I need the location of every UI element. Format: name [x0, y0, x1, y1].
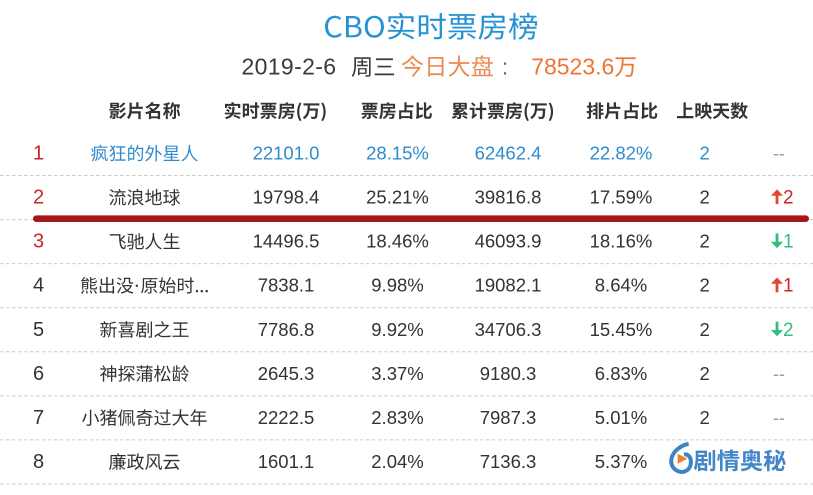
svg-text:2: 2 — [699, 407, 709, 428]
svg-text:--: -- — [773, 408, 785, 428]
svg-text:2: 2 — [783, 320, 794, 341]
svg-text:6.83%: 6.83% — [595, 363, 647, 384]
svg-text:19082.1: 19082.1 — [475, 275, 542, 296]
svg-text:22101.0: 22101.0 — [253, 143, 320, 164]
svg-text:2: 2 — [33, 187, 44, 209]
svg-text:39816.8: 39816.8 — [475, 187, 542, 208]
svg-text:7987.3: 7987.3 — [480, 407, 537, 428]
svg-text:46093.9: 46093.9 — [475, 231, 542, 252]
svg-text:14496.5: 14496.5 — [253, 231, 320, 252]
svg-text:8: 8 — [33, 451, 44, 473]
svg-text:25.21%: 25.21% — [366, 187, 429, 208]
svg-text:5.37%: 5.37% — [595, 451, 647, 472]
svg-text:1: 1 — [33, 143, 44, 165]
svg-text:7: 7 — [33, 407, 44, 429]
svg-text:3.37%: 3.37% — [371, 363, 423, 384]
svg-text:6: 6 — [33, 363, 44, 385]
svg-text:5.01%: 5.01% — [595, 407, 647, 428]
svg-text:17.59%: 17.59% — [590, 187, 653, 208]
svg-text:9.98%: 9.98% — [371, 275, 423, 296]
svg-text:2222.5: 2222.5 — [258, 407, 315, 428]
svg-text:2645.3: 2645.3 — [258, 363, 315, 384]
svg-text:28.15%: 28.15% — [366, 143, 429, 164]
svg-text:2: 2 — [699, 143, 709, 164]
svg-text:7838.1: 7838.1 — [258, 275, 315, 296]
svg-text:18.16%: 18.16% — [590, 231, 653, 252]
svg-text:7786.8: 7786.8 — [258, 319, 315, 340]
svg-text:2: 2 — [783, 188, 794, 209]
svg-text:15.45%: 15.45% — [590, 319, 653, 340]
svg-text:3: 3 — [33, 231, 44, 253]
svg-text:2: 2 — [699, 275, 709, 296]
svg-text:--: -- — [773, 364, 785, 384]
svg-text:--: -- — [773, 144, 785, 164]
svg-text:2.83%: 2.83% — [371, 407, 423, 428]
svg-text:78523.6: 78523.6 — [531, 54, 614, 80]
svg-text:2: 2 — [699, 187, 709, 208]
svg-text:8.64%: 8.64% — [595, 275, 647, 296]
svg-text:2.04%: 2.04% — [371, 451, 423, 472]
svg-text:19798.4: 19798.4 — [253, 187, 320, 208]
svg-text:4: 4 — [33, 275, 44, 297]
svg-text:1: 1 — [783, 276, 794, 297]
svg-text:9.92%: 9.92% — [371, 319, 423, 340]
svg-text:18.46%: 18.46% — [366, 231, 429, 252]
svg-text:34706.3: 34706.3 — [475, 319, 542, 340]
svg-text:2: 2 — [699, 363, 709, 384]
svg-text:2: 2 — [699, 231, 709, 252]
svg-text:7136.3: 7136.3 — [480, 451, 537, 472]
svg-text:22.82%: 22.82% — [590, 143, 653, 164]
svg-text:2019-2-6: 2019-2-6 — [242, 54, 337, 80]
svg-text:1: 1 — [783, 232, 794, 253]
svg-text:1601.1: 1601.1 — [258, 451, 315, 472]
svg-text:5: 5 — [33, 319, 44, 341]
svg-text:9180.3: 9180.3 — [480, 363, 537, 384]
svg-text:62462.4: 62462.4 — [475, 143, 542, 164]
svg-text:2: 2 — [699, 319, 709, 340]
svg-text::: : — [502, 55, 508, 80]
